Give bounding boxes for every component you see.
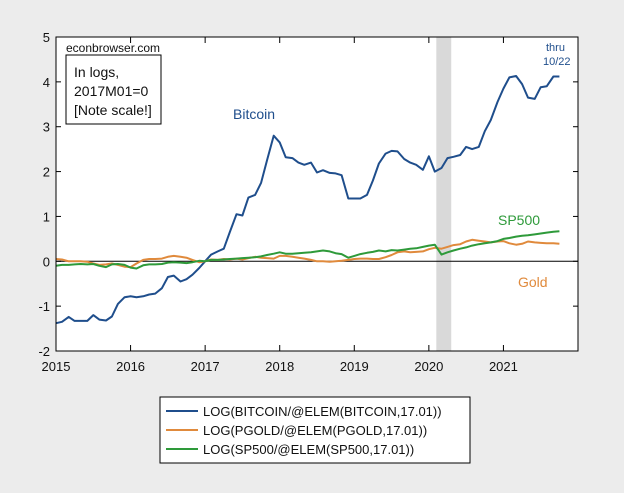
y-tick-label: 0 [43, 254, 50, 269]
plot-frame [55, 36, 579, 352]
shade-layer [436, 37, 452, 351]
axis-layer: -2 -1 0 1 2 3 4 5 2015 2016 2017 2018 2019 2020 2021 [38, 30, 578, 374]
x-tick-label: 2020 [414, 359, 443, 374]
sp500-series-line [55, 230, 560, 270]
y-tick-label: -2 [38, 344, 50, 359]
gold-series-line [55, 238, 560, 269]
note-box [65, 54, 162, 125]
note-line-1: In logs, [74, 64, 119, 80]
x-tick-label: 2015 [42, 359, 71, 374]
legend-box [159, 396, 471, 464]
bitcoin-series-line [55, 75, 560, 325]
x-tick-label: 2021 [489, 359, 518, 374]
x-tick-label: 2018 [265, 359, 294, 374]
y-tick-label: 2 [43, 165, 50, 180]
thru-label-line-1: thru [546, 42, 565, 54]
x-tick-label: 2019 [340, 359, 369, 374]
x-tick-label: 2016 [116, 359, 145, 374]
x-tick-label: 2017 [191, 359, 220, 374]
gold-inline-label: Gold [518, 274, 548, 290]
y-tick-label: 3 [43, 120, 50, 135]
series-layer [55, 75, 560, 325]
source-label: econbrowser.com [66, 41, 160, 55]
sp500-inline-label: SP500 [498, 212, 540, 228]
y-tick-label: 1 [43, 209, 50, 224]
y-tick-label: 4 [43, 75, 50, 90]
legend-label-bitcoin: LOG(BITCOIN/@ELEM(BITCOIN,17.01)) [203, 404, 442, 419]
legend: LOG(BITCOIN/@ELEM(BITCOIN,17.01)) LOG(PG… [159, 396, 471, 464]
bitcoin-inline-label: Bitcoin [233, 106, 275, 122]
legend-label-gold: LOG(PGOLD/@ELEM(PGOLD,17.01)) [203, 423, 427, 438]
note-line-2: 2017M01=0 [74, 83, 149, 99]
note-line-3: [Note scale!] [74, 102, 152, 118]
y-tick-label: -1 [38, 299, 50, 314]
thru-label-line-2: 10/22 [543, 56, 571, 68]
y-tick-label: 5 [43, 30, 50, 45]
legend-label-sp500: LOG(SP500/@ELEM(SP500,17.01)) [203, 442, 414, 457]
recession-shade [436, 37, 452, 351]
